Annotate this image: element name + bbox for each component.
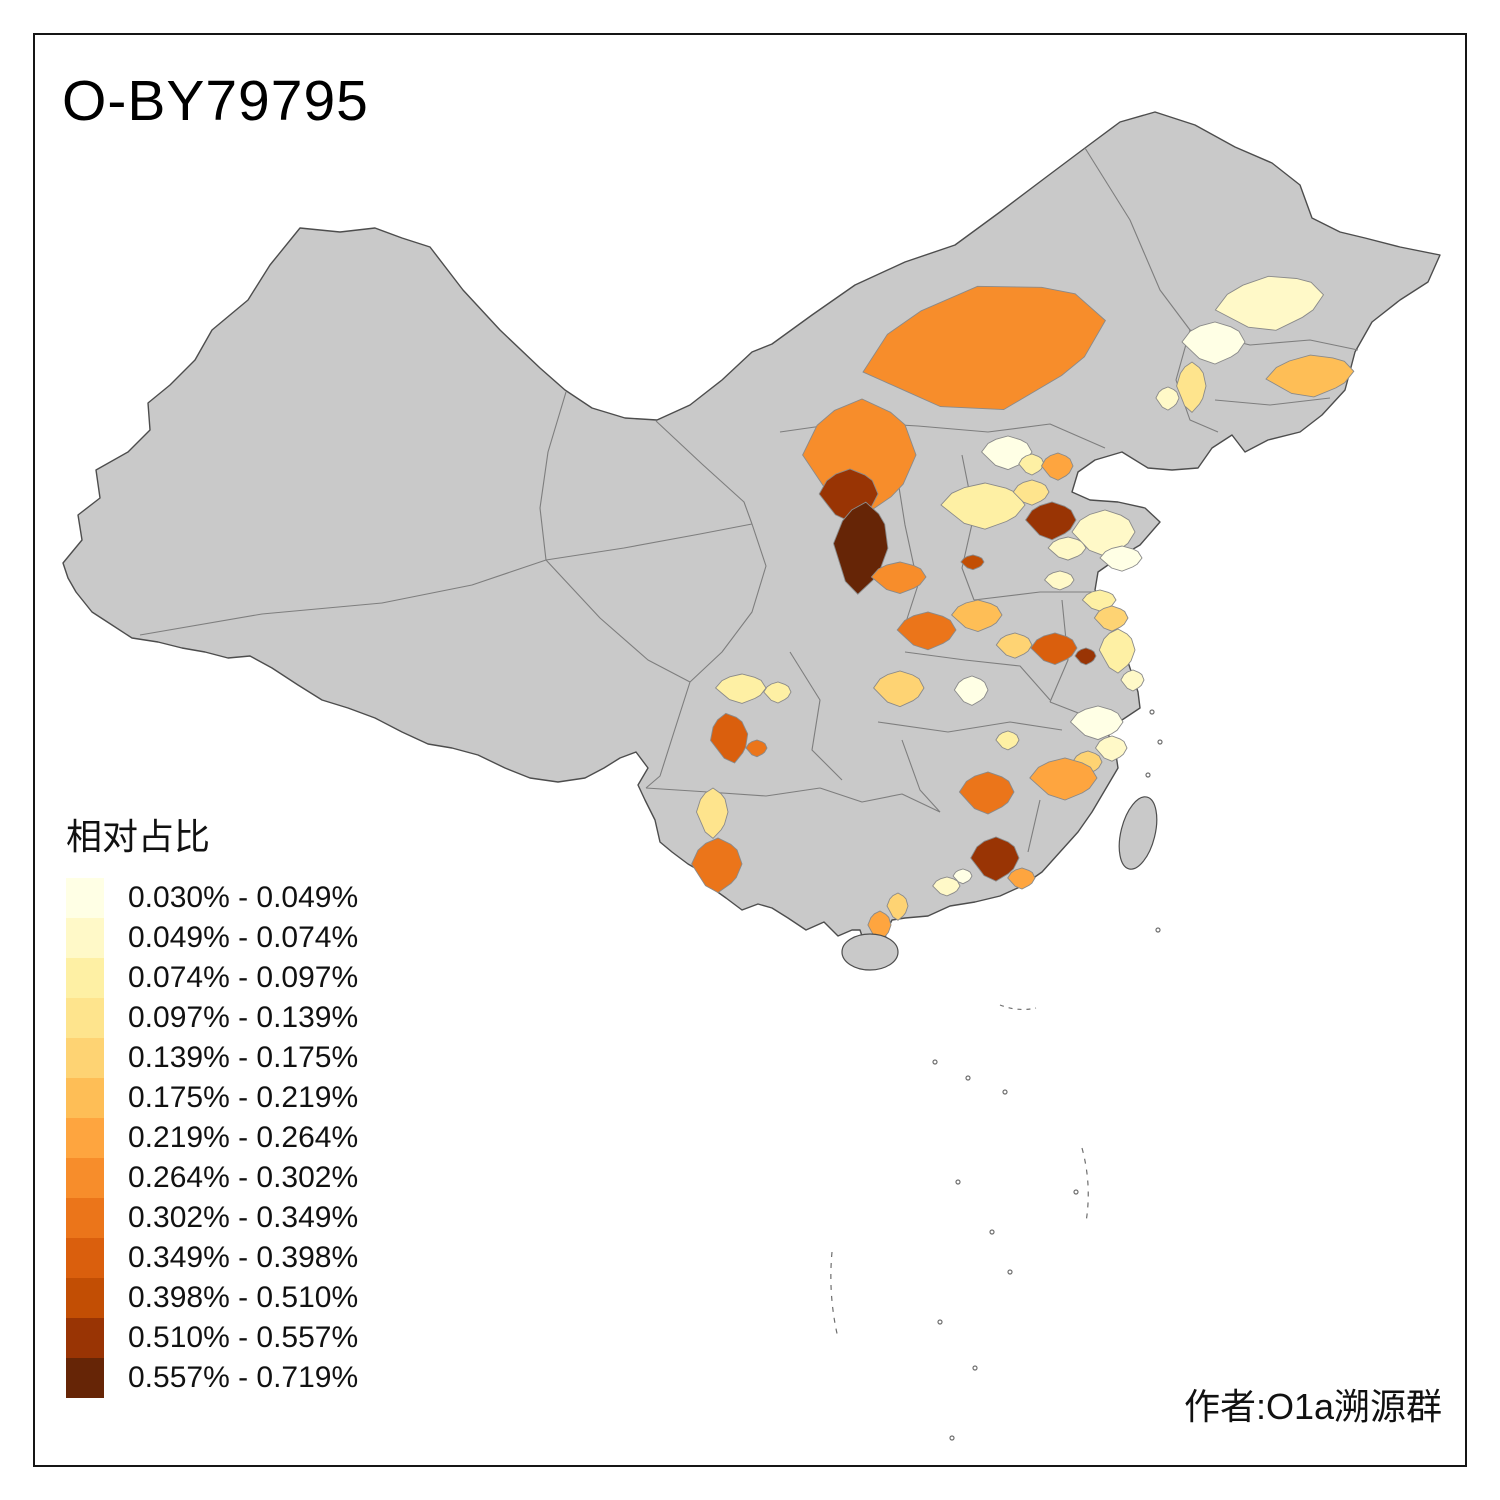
legend-row: 0.398% - 0.510% [66,1278,358,1318]
legend-swatch [66,1358,104,1398]
legend-label: 0.074% - 0.097% [128,961,359,994]
map-region-r38 [1094,735,1128,762]
province-borders [139,147,1359,853]
map-region-r44 [691,837,743,894]
map-region-r42 [995,730,1020,751]
map-region-r20 [1099,545,1143,572]
legend-row: 0.030% - 0.049% [66,878,358,918]
map-region-r32 [953,675,989,706]
map-region-r37 [1069,705,1124,741]
map-region-r33 [714,673,767,704]
legend-label: 0.302% - 0.349% [128,1201,359,1234]
legend-label: 0.219% - 0.264% [128,1121,359,1154]
legend-label: 0.349% - 0.398% [128,1241,359,1274]
map-region-r17 [960,554,985,571]
map-region-r15 [1012,479,1050,506]
map-region-r24 [950,599,1003,632]
sea-islands [830,709,1163,1441]
map-region-r31 [873,670,925,708]
map-region-r49 [886,892,909,921]
legend-row: 0.074% - 0.097% [66,958,358,998]
legend-swatch [66,1238,104,1278]
map-region-r22 [1043,570,1075,591]
map-region-r27 [1074,647,1097,666]
map-region-r10 [870,561,927,594]
legend-swatch [66,998,104,1038]
map-region-r41 [958,771,1015,815]
legend-label: 0.264% - 0.302% [128,1161,359,1194]
legend-row: 0.510% - 0.557% [66,1318,358,1358]
map-region-r13 [1040,452,1074,481]
legend-row: 0.349% - 0.398% [66,1238,358,1278]
map-region-r16 [1047,536,1087,561]
map-region-r4 [1265,354,1355,398]
legend-row: 0.219% - 0.264% [66,1118,358,1158]
legend-swatch [66,1198,104,1238]
legend-label: 0.049% - 0.074% [128,921,359,954]
legend-swatch [66,918,104,958]
map-region-r14 [940,482,1026,530]
map-region-r35 [710,712,749,764]
legend-swatch [66,1158,104,1198]
map-region-r12 [1018,453,1045,476]
map-region-r48 [1007,867,1036,890]
map-region-r36 [745,739,768,758]
legend-row: 0.557% - 0.719% [66,1358,358,1398]
legend-swatch [66,1318,104,1358]
map-region-r5 [1155,386,1180,411]
map-region-r43 [696,787,729,840]
legend-title: 相对占比 [66,816,211,857]
legend-label: 0.557% - 0.719% [128,1361,359,1394]
legend-row: 0.049% - 0.074% [66,918,358,958]
map-region-r25 [995,632,1033,659]
legend-swatch [66,1118,104,1158]
legend-swatch [66,878,104,918]
legend-label: 0.175% - 0.219% [128,1081,359,1114]
legend-label: 0.398% - 0.510% [128,1281,359,1314]
legend-row: 0.139% - 0.175% [66,1038,358,1078]
plot-border [33,33,1467,1467]
map-region-r9 [833,501,889,595]
legend: 相对占比 0.030% - 0.049% 0.049% - 0.074% 0.074… [66,808,358,1398]
legend-row: 0.097% - 0.139% [66,998,358,1038]
map-region-r47 [952,868,973,885]
map-region-r3 [1176,361,1207,414]
legend-label: 0.139% - 0.175% [128,1041,359,1074]
legend-rows: 0.030% - 0.049% 0.049% - 0.074% 0.074% - 0… [66,878,358,1398]
map-region-r34 [763,681,792,704]
legend-row: 0.175% - 0.219% [66,1078,358,1118]
map-region-r40 [1029,757,1098,801]
map-region-r30 [1120,669,1145,692]
legend-label: 0.097% - 0.139% [128,1001,359,1034]
legend-label: 0.510% - 0.557% [128,1321,359,1354]
map-region-r6 [862,285,1106,411]
legend-label: 0.030% - 0.049% [128,881,359,914]
plot-title: O-BY79795 [62,69,369,133]
legend-row: 0.264% - 0.302% [66,1158,358,1198]
map-region-r46 [932,876,961,897]
map-region-r45 [970,836,1020,882]
credit-text: 作者:O1a溯源群 [1183,1386,1442,1427]
legend-swatch [66,1038,104,1078]
legend-swatch [66,1278,104,1318]
map-region-r28 [1093,605,1129,632]
map-region-r50 [867,910,892,941]
map-region-r29 [1098,628,1136,674]
taiwan-island [1118,796,1158,870]
hainan-island [841,933,899,971]
map-region-r2 [1181,321,1246,365]
legend-swatch [66,1078,104,1118]
map-region-r26 [1030,632,1078,665]
map-region-r1 [1214,275,1325,331]
map-region-r23 [896,611,957,651]
legend-row: 0.302% - 0.349% [66,1198,358,1238]
map-region-r18 [1025,501,1077,541]
legend-swatch [66,958,104,998]
